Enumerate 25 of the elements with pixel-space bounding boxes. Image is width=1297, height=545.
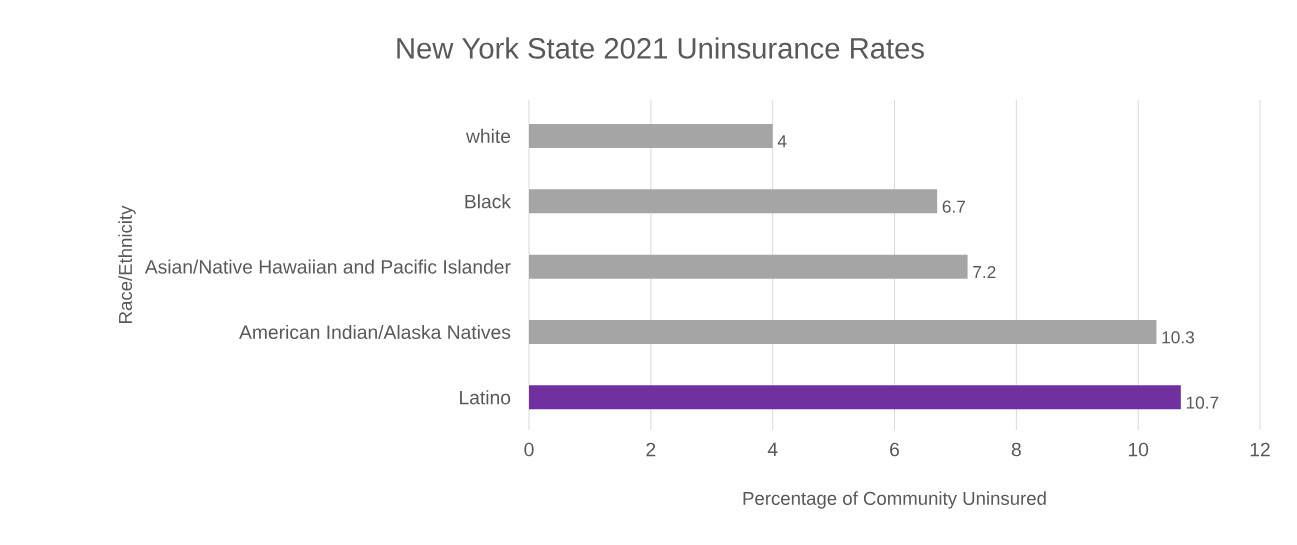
x-tick-label: 12 (1250, 442, 1270, 457)
x-tick-label: 4 (767, 442, 778, 456)
y-tick-label: white (465, 128, 511, 144)
y-axis-title: Race/Ethnicity (118, 205, 136, 323)
data-label: 6.7 (942, 200, 965, 213)
data-label: 10.3 (1162, 331, 1194, 344)
bar (529, 189, 938, 214)
y-tick-label: American Indian/Alaska Natives (239, 324, 511, 340)
bar (529, 123, 773, 148)
x-axis-title: Percentage of Community Uninsured (743, 491, 1046, 509)
data-label: 10.7 (1186, 396, 1219, 409)
x-tick-label: 10 (1128, 442, 1149, 457)
bar (529, 254, 968, 279)
y-tick-label: Asian/Native Hawaiian and Pacific Islander (144, 259, 511, 274)
x-tick-label: 8 (1011, 442, 1021, 457)
y-tick-label: Latino (460, 390, 511, 405)
x-tick-label: 2 (646, 442, 656, 457)
data-label: 7.2 (973, 265, 996, 278)
x-tick-label: 6 (890, 442, 900, 457)
data-label: 4 (777, 135, 787, 148)
bar (529, 385, 1181, 410)
x-tick-label: 0 (524, 442, 534, 457)
bar (529, 319, 1157, 344)
y-tick-label: Black (465, 194, 511, 209)
chart-title: New York State 2021 Uninsurance Rates (397, 37, 924, 59)
